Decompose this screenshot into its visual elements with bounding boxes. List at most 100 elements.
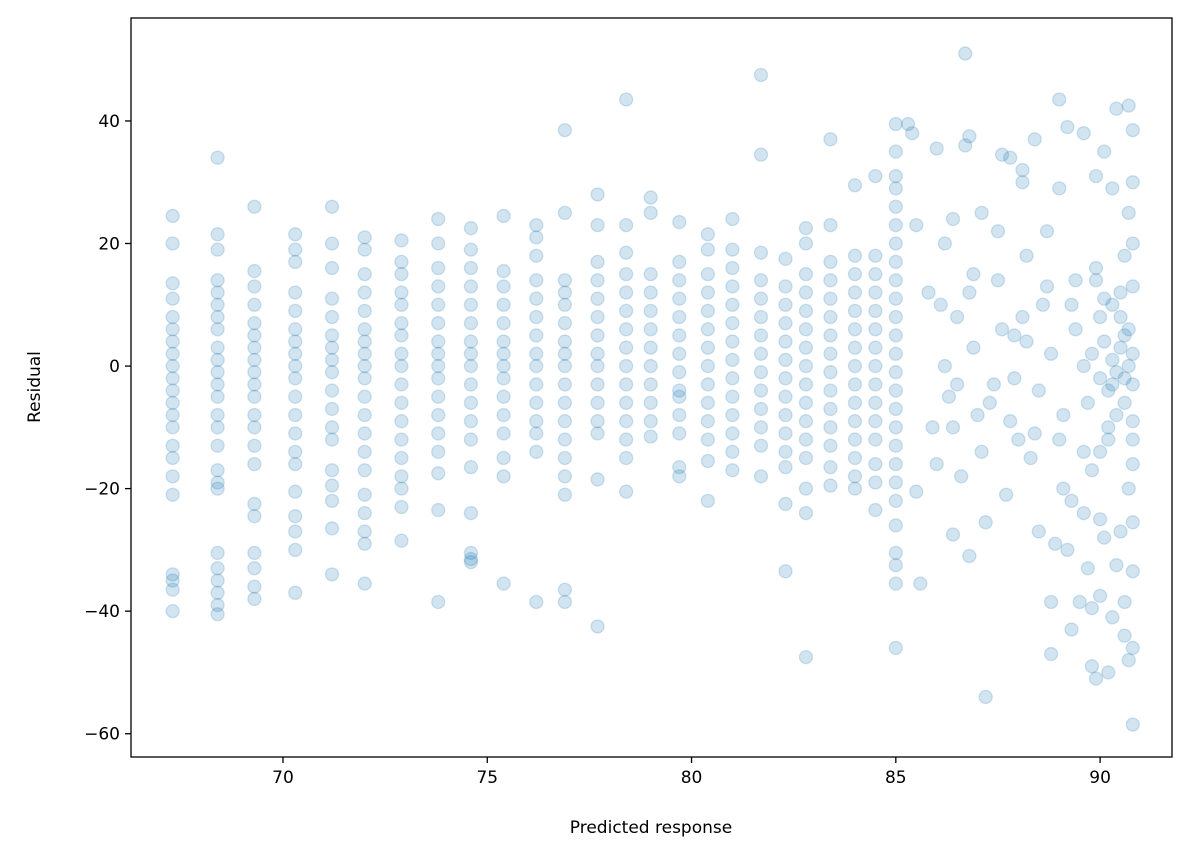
data-point bbox=[798, 377, 814, 392]
data-point bbox=[823, 460, 838, 475]
data-point bbox=[496, 263, 511, 279]
data-point bbox=[496, 389, 511, 404]
data-point bbox=[324, 493, 340, 509]
data-point bbox=[868, 248, 883, 263]
data-point bbox=[847, 303, 863, 319]
data-point bbox=[725, 260, 740, 276]
data-point bbox=[431, 358, 446, 374]
data-point bbox=[529, 358, 544, 374]
data-point bbox=[619, 377, 634, 392]
data-point bbox=[394, 346, 409, 361]
data-point bbox=[725, 444, 740, 459]
data-point bbox=[210, 150, 225, 165]
data-point bbox=[165, 469, 180, 484]
data-point bbox=[1121, 358, 1136, 374]
data-point bbox=[1064, 297, 1079, 312]
data-point bbox=[1084, 600, 1100, 616]
data-point bbox=[1125, 432, 1140, 447]
data-point bbox=[590, 187, 605, 202]
data-point bbox=[798, 414, 814, 429]
data-point bbox=[888, 475, 903, 490]
data-point bbox=[643, 358, 658, 374]
y-tick-label: 40 bbox=[98, 112, 120, 132]
data-point bbox=[1015, 175, 1030, 190]
data-point bbox=[753, 147, 769, 162]
data-point bbox=[888, 518, 903, 533]
data-point bbox=[557, 316, 573, 331]
data-point bbox=[529, 395, 544, 410]
data-point bbox=[590, 217, 605, 233]
data-point bbox=[394, 233, 409, 248]
data-point bbox=[324, 199, 340, 214]
data-point bbox=[974, 444, 989, 459]
data-point bbox=[247, 199, 262, 214]
data-point bbox=[868, 414, 883, 429]
data-point bbox=[847, 248, 863, 263]
data-point bbox=[463, 432, 479, 447]
data-point bbox=[394, 499, 409, 515]
data-point bbox=[557, 285, 573, 300]
data-point bbox=[888, 291, 903, 306]
data-point bbox=[324, 567, 340, 582]
data-point bbox=[210, 352, 225, 368]
data-point bbox=[288, 371, 303, 386]
data-point bbox=[798, 340, 814, 355]
data-point bbox=[868, 285, 883, 300]
data-point bbox=[529, 426, 544, 441]
data-point bbox=[288, 334, 303, 349]
data-point bbox=[1125, 414, 1140, 429]
data-point bbox=[1076, 126, 1091, 141]
data-point bbox=[778, 426, 793, 441]
data-point bbox=[1031, 383, 1046, 398]
data-point bbox=[619, 340, 634, 355]
data-point bbox=[1109, 558, 1124, 573]
data-point bbox=[463, 260, 479, 276]
data-point bbox=[557, 582, 573, 597]
x-tick-label: 90 bbox=[1089, 768, 1111, 788]
data-point bbox=[798, 236, 814, 251]
data-point bbox=[888, 181, 903, 196]
data-point bbox=[324, 478, 340, 493]
data-point bbox=[1039, 279, 1055, 294]
data-point bbox=[888, 545, 903, 561]
data-point bbox=[247, 456, 262, 472]
data-point bbox=[165, 582, 180, 597]
x-tick-label: 80 bbox=[681, 768, 703, 788]
data-point bbox=[1039, 224, 1055, 239]
data-point bbox=[529, 328, 544, 343]
x-tick-label: 85 bbox=[885, 768, 907, 788]
data-point bbox=[1080, 561, 1095, 576]
data-point bbox=[288, 227, 303, 242]
data-point bbox=[672, 273, 687, 288]
data-point bbox=[619, 217, 634, 233]
data-point bbox=[888, 346, 903, 361]
data-point bbox=[463, 505, 479, 521]
data-point bbox=[725, 389, 740, 404]
data-point bbox=[394, 285, 409, 300]
data-point bbox=[288, 456, 303, 472]
data-point bbox=[643, 414, 658, 429]
data-point bbox=[1117, 628, 1132, 643]
data-point bbox=[324, 352, 340, 368]
data-point bbox=[643, 340, 658, 355]
data-point bbox=[753, 365, 769, 380]
data-point bbox=[672, 214, 687, 230]
data-point bbox=[165, 236, 180, 251]
data-point bbox=[590, 346, 605, 361]
data-point bbox=[357, 334, 372, 349]
data-point bbox=[357, 536, 372, 551]
x-tick-label: 70 bbox=[272, 768, 294, 788]
data-point bbox=[463, 221, 479, 236]
data-point bbox=[778, 389, 793, 404]
data-point bbox=[557, 450, 573, 466]
data-point bbox=[700, 414, 716, 429]
data-point bbox=[1011, 432, 1026, 447]
data-point bbox=[909, 217, 924, 233]
data-point bbox=[210, 389, 225, 404]
data-point bbox=[643, 205, 658, 221]
data-point bbox=[798, 481, 814, 496]
data-point bbox=[357, 487, 372, 502]
data-point bbox=[929, 141, 944, 156]
data-point bbox=[823, 401, 838, 417]
data-point bbox=[210, 573, 225, 588]
